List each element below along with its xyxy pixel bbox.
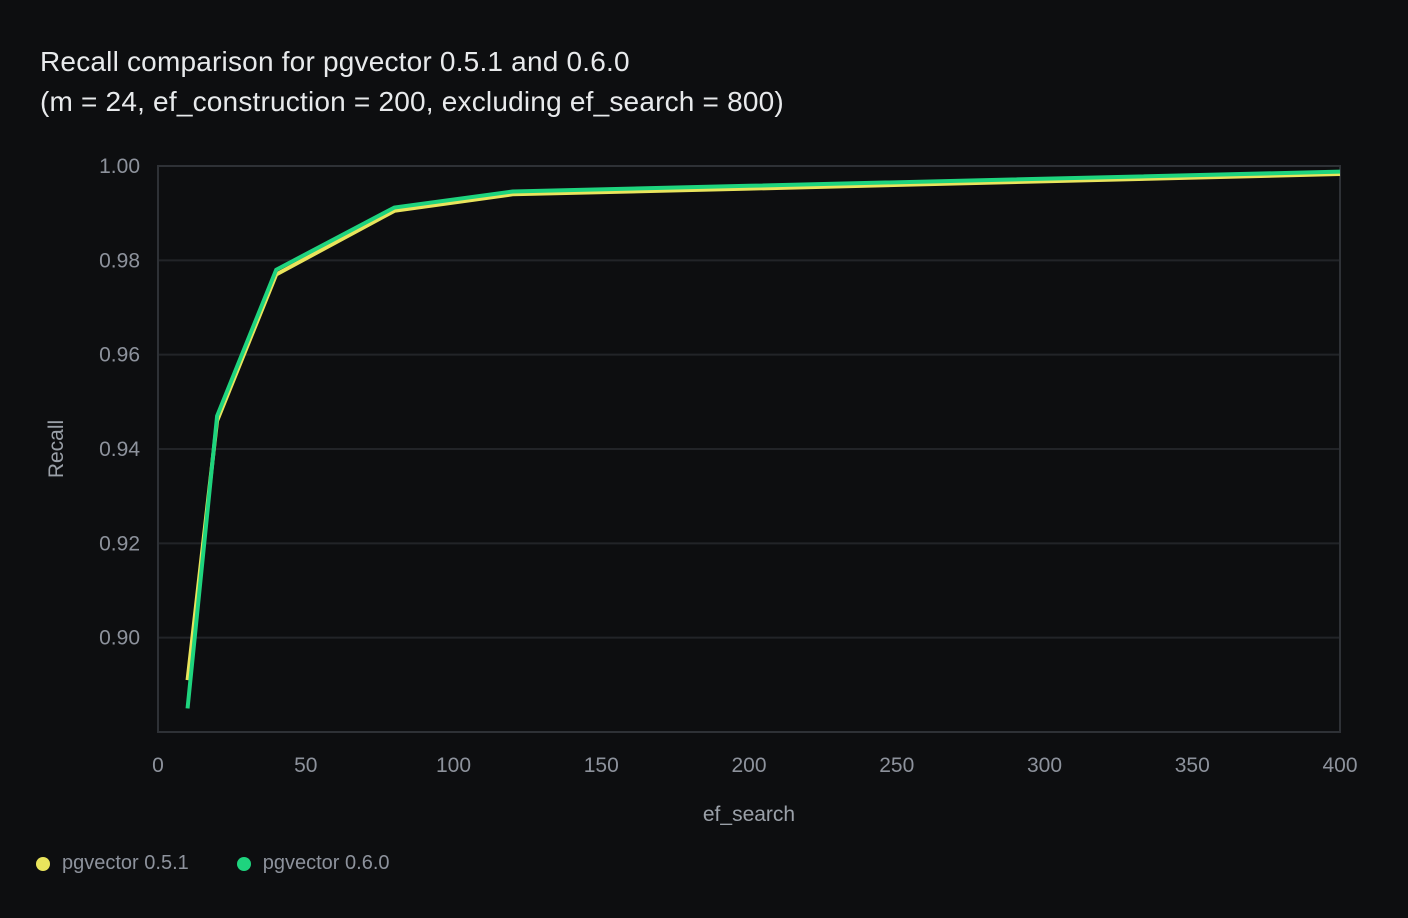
x-tick-label: 300 [1027,754,1062,777]
legend-dot-icon [236,856,251,871]
x-tick-label: 250 [879,754,914,777]
x-tick-label: 50 [294,754,317,777]
chart-title-line1: Recall comparison for pgvector 0.5.1 and… [40,46,630,77]
x-axis-label: ef_search [702,803,796,826]
legend: pgvector 0.5.1 pgvector 0.6.0 [36,852,390,875]
chart-title-line2: (m = 24, ef_construction = 200, excludin… [40,86,784,117]
legend-label: pgvector 0.5.1 [62,852,189,874]
y-tick-label: 0.96 [99,344,140,367]
x-tick-label: 400 [1322,754,1357,777]
y-tick-label: 0.98 [99,249,140,272]
x-tick-label: 150 [584,754,619,777]
y-tick-label: 0.90 [99,627,140,650]
y-tick-label: 1.00 [99,155,140,178]
plot-frame [157,165,1341,733]
y-axis-label: Recall [45,419,68,479]
x-tick-label: 200 [731,754,766,777]
series-line-pgvector-0-6-0 [185,169,1341,709]
y-tick-label: 0.92 [99,532,140,555]
legend-item-pgvector-0-5-1: pgvector 0.5.1 [36,852,189,875]
legend-dot-icon [36,856,50,871]
legend-item-pgvector-0-6-0: pgvector 0.6.0 [236,852,390,875]
x-tick-label: 350 [1175,754,1210,777]
y-tick-label: 0.94 [99,438,140,461]
legend-label: pgvector 0.6.0 [262,852,390,874]
series-line-pgvector-0-5-1 [185,172,1341,681]
chart-title: Recall comparison for pgvector 0.5.1 and… [40,42,784,122]
x-tick-label: 100 [436,754,471,777]
x-tick-label: 0 [152,754,164,777]
